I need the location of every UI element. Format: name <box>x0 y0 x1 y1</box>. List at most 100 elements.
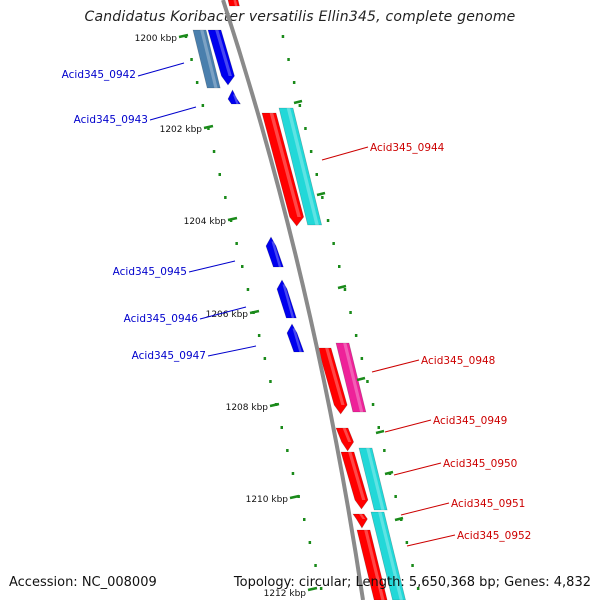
coordinate-dot <box>394 495 397 498</box>
feature-cyan-0951 <box>370 511 406 600</box>
kbp-minor-tick <box>384 470 394 476</box>
gene-acid345-0942 <box>207 29 235 86</box>
gene-acid345-0944 <box>261 112 305 227</box>
gene-leader-line <box>384 419 432 433</box>
kbp-label: 1202 kbp <box>160 125 203 135</box>
gene-leader-line <box>406 534 456 547</box>
kbp-label: 1210 kbp <box>246 495 289 505</box>
feature-cyan-0950 <box>358 447 388 511</box>
kbp-label: 1212 kbp <box>264 589 307 599</box>
coordinate-dot <box>246 288 250 291</box>
coordinate-dot <box>354 334 358 337</box>
coordinate-dot <box>349 311 352 314</box>
coordinate-dot <box>303 518 306 521</box>
coordinate-dot <box>360 357 364 360</box>
coordinate-dot <box>411 564 414 567</box>
gene-label: Acid345_0952 <box>457 530 531 542</box>
coordinate-dot <box>207 127 210 130</box>
gene-acid345-0951 <box>352 513 368 529</box>
gene-acid345-0947 <box>286 323 305 353</box>
coordinate-dot <box>190 58 193 61</box>
coordinate-dot <box>298 104 302 107</box>
gene-label: Acid345_0942 <box>62 69 136 81</box>
gene-leader-line <box>400 502 450 516</box>
coordinate-dot <box>315 173 318 176</box>
gene-label: Acid345_0951 <box>451 498 525 510</box>
genome-info-text: Topology: circular; Length: 5,650,368 bp… <box>233 575 591 590</box>
gene-label: Acid345_0947 <box>132 350 206 362</box>
coordinate-dot <box>280 426 283 429</box>
feature-steel <box>192 29 221 89</box>
gene-label: Acid345_0946 <box>124 313 199 325</box>
coordinate-dot <box>201 104 205 107</box>
gene-acid345-0948 <box>317 347 348 415</box>
gene-label: Acid345_0944 <box>370 142 445 154</box>
gene-features <box>192 0 406 600</box>
coordinate-dot <box>304 127 307 130</box>
coordinate-dot <box>319 587 323 590</box>
kbp-minor-tick <box>375 429 385 435</box>
coordinate-dot <box>321 196 324 199</box>
gene-acid345-0945 <box>265 236 284 268</box>
coordinate-dot <box>241 265 244 268</box>
feature-magenta-0948 <box>335 342 367 413</box>
gene-label: Acid345_0950 <box>443 458 517 470</box>
coordinate-dot <box>281 35 285 38</box>
kbp-label: 1200 kbp <box>135 34 178 44</box>
coordinate-dot <box>377 426 380 429</box>
coordinate-dot <box>332 242 335 245</box>
coordinate-dot <box>212 150 216 153</box>
coordinate-dot <box>314 564 317 567</box>
kbp-tick <box>269 402 280 408</box>
gene-label: Acid345_0945 <box>113 266 187 278</box>
genome-backbone <box>221 0 365 600</box>
coordinate-dot <box>195 81 199 84</box>
gene-acid345-0946 <box>276 279 297 319</box>
coordinate-dot <box>263 357 267 360</box>
gene-leader-line <box>207 345 257 357</box>
gene-label: Acid345_0943 <box>74 114 148 126</box>
kbp-minor-tick <box>356 376 366 382</box>
gene-label: Acid345_0949 <box>433 415 507 427</box>
kbp-tick <box>203 124 214 130</box>
coordinate-dot <box>291 472 295 475</box>
gene-acid345-0952 <box>356 529 388 600</box>
gene-top-partial <box>227 0 240 7</box>
gene-leader-line <box>393 462 442 476</box>
coordinate-dot <box>383 449 386 452</box>
gene-acid345-0949 <box>335 427 354 452</box>
coordinate-dot <box>309 150 313 153</box>
gene-leader-line <box>149 106 197 121</box>
gene-leader-line <box>371 359 420 373</box>
kbp-tick <box>307 586 318 592</box>
coordinate-dot <box>308 541 312 544</box>
coordinate-dot <box>235 242 238 245</box>
gene-leader-line <box>199 306 247 320</box>
kbp-label: 1204 kbp <box>184 217 227 227</box>
gene-leader-line <box>321 146 369 161</box>
coordinate-dot <box>405 541 409 544</box>
coordinate-dot <box>416 587 420 590</box>
coordinate-dot <box>269 380 272 383</box>
coordinate-dot <box>257 334 261 337</box>
kbp-label: 1206 kbp <box>206 310 249 320</box>
kbp-label: 1208 kbp <box>226 403 269 413</box>
kbp-ticks: 1200 kbp 1202 kbp 1204 kbp 1206 kbp 1208 kbp… <box>135 33 404 599</box>
coordinate-dot <box>326 219 330 222</box>
gene-leader-line <box>188 260 236 273</box>
coordinate-dot <box>286 449 289 452</box>
kbp-tick <box>289 494 300 500</box>
coordinate-dot <box>224 196 227 199</box>
gene-label: Acid345_0948 <box>421 355 495 367</box>
gene-leader-line <box>137 62 185 77</box>
coordinate-dot <box>366 380 369 383</box>
coordinate-dot <box>371 403 375 406</box>
gene-acid345-0950 <box>340 451 369 510</box>
kbp-minor-tick <box>316 191 326 197</box>
kbp-minor-tick <box>394 516 404 522</box>
coordinate-dot <box>287 58 290 61</box>
kbp-tick <box>249 309 260 315</box>
coordinate-dot <box>343 288 347 291</box>
kbp-minor-tick <box>337 284 347 290</box>
